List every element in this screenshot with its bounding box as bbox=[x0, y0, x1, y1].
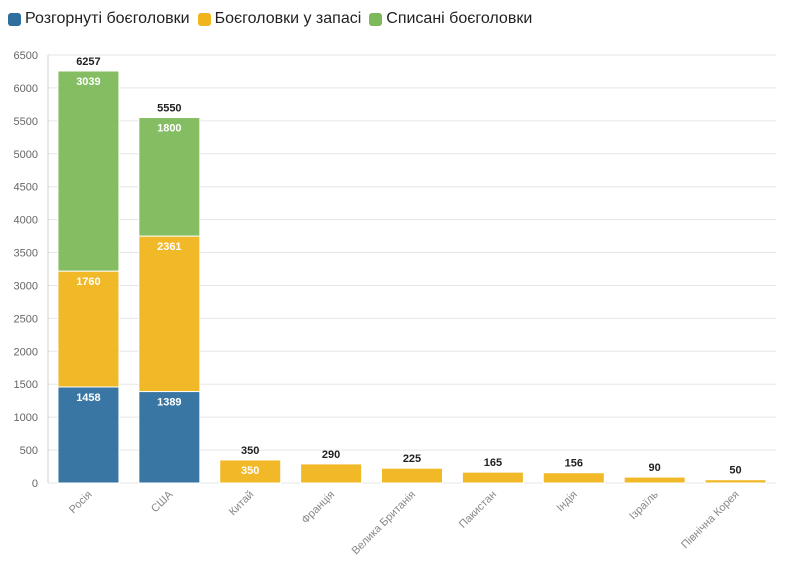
segment-value-label: 1800 bbox=[157, 123, 181, 135]
total-value-label: 90 bbox=[649, 462, 661, 474]
y-tick-label: 6500 bbox=[14, 50, 38, 62]
total-value-label: 5550 bbox=[157, 103, 181, 115]
total-value-label: 290 bbox=[322, 449, 340, 461]
legend-label-deployed: Розгорнуті боєголовки bbox=[25, 10, 190, 27]
legend-label-retired: Списані боєголовки bbox=[386, 10, 533, 27]
bar-segment[interactable] bbox=[704, 479, 767, 484]
y-tick-label: 1000 bbox=[14, 412, 38, 424]
legend-label-stockpiled: Боєголовки у запасі bbox=[214, 10, 362, 27]
y-tick-label: 5000 bbox=[14, 149, 38, 161]
x-tick-label: Північна Корея bbox=[679, 489, 742, 552]
total-value-label: 225 bbox=[403, 453, 421, 465]
segment-value-label: 1458 bbox=[76, 392, 100, 404]
segment-value-label: 1760 bbox=[76, 276, 100, 288]
bar-segment[interactable] bbox=[57, 70, 120, 272]
segment-value-label: 1389 bbox=[157, 397, 181, 409]
bar-segment[interactable] bbox=[461, 471, 524, 484]
total-value-label: 165 bbox=[484, 457, 502, 469]
x-tick-label: Індія bbox=[554, 489, 579, 514]
y-tick-label: 2500 bbox=[14, 313, 38, 325]
y-tick-label: 0 bbox=[32, 478, 38, 490]
total-value-label: 350 bbox=[241, 445, 259, 457]
total-value-label: 6257 bbox=[76, 56, 100, 68]
legend-item-stockpiled[interactable]: Боєголовки у запасі bbox=[197, 10, 362, 28]
y-tick-label: 500 bbox=[20, 445, 38, 457]
y-tick-label: 2000 bbox=[14, 346, 38, 358]
y-tick-label: 3000 bbox=[14, 280, 38, 292]
bar-segment[interactable] bbox=[57, 270, 120, 388]
legend-swatch-deployed bbox=[8, 12, 21, 26]
x-tick-label: Пакистан bbox=[457, 489, 499, 531]
bar-segment[interactable] bbox=[542, 472, 605, 484]
total-value-label: 156 bbox=[565, 458, 583, 470]
y-tick-label: 3500 bbox=[14, 248, 38, 260]
segment-value-label: 2361 bbox=[157, 241, 181, 253]
segment-value-label: 3039 bbox=[76, 76, 100, 88]
y-tick-label: 4000 bbox=[14, 215, 38, 227]
legend-item-deployed[interactable]: Розгорнуті боєголовки bbox=[8, 10, 190, 28]
x-tick-label: Ізраїль bbox=[627, 488, 661, 522]
x-tick-label: Велика Британія bbox=[350, 489, 419, 558]
bar-segment[interactable] bbox=[219, 459, 282, 484]
bar-segment[interactable] bbox=[300, 463, 363, 484]
x-tick-label: Китай bbox=[227, 489, 257, 519]
y-tick-label: 6000 bbox=[14, 83, 38, 95]
bar-segment[interactable] bbox=[623, 476, 686, 484]
x-tick-label: Франція bbox=[299, 489, 337, 527]
y-tick-label: 5500 bbox=[14, 116, 38, 128]
x-tick-label: Росія bbox=[67, 489, 95, 517]
bar-segment[interactable] bbox=[138, 391, 201, 484]
bar-segment[interactable] bbox=[138, 235, 201, 393]
bar-segment[interactable] bbox=[138, 117, 201, 237]
legend-swatch-retired bbox=[369, 12, 383, 26]
legend-swatch-stockpiled bbox=[197, 12, 211, 26]
bar-segment[interactable] bbox=[381, 467, 443, 484]
x-tick-label: США bbox=[149, 488, 176, 515]
y-tick-label: 1500 bbox=[14, 379, 38, 391]
legend: Розгорнуті боєголовки Боєголовки у запас… bbox=[8, 10, 532, 28]
segment-value-label: 350 bbox=[241, 465, 259, 477]
total-value-label: 50 bbox=[729, 465, 741, 477]
legend-item-retired[interactable]: Списані боєголовки bbox=[369, 10, 532, 28]
y-tick-label: 4500 bbox=[14, 182, 38, 194]
